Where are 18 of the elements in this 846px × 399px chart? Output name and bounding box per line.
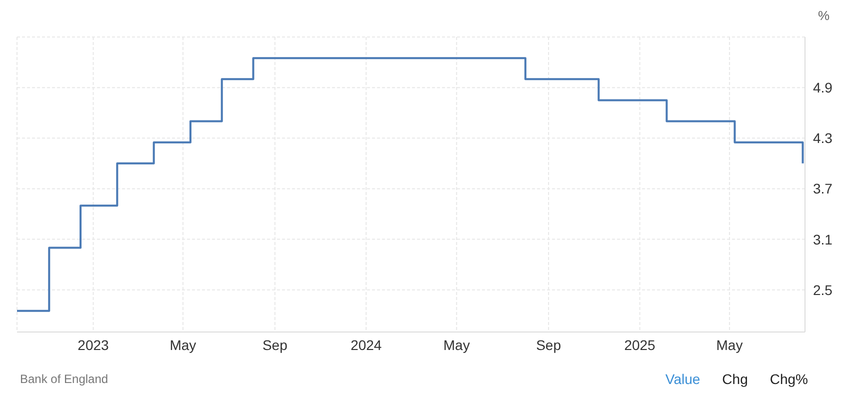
text: Bank of England: [20, 372, 108, 386]
x-tick-label: 2024: [350, 336, 382, 353]
text: Chg%: [770, 371, 808, 387]
x-tick-label: Sep: [262, 336, 288, 353]
x-tick-label: 2023: [78, 336, 110, 353]
y-tick-label: 3.7: [813, 180, 833, 197]
y-tick-label: 4.3: [813, 130, 833, 146]
y-tick-label: 4.9: [813, 80, 833, 96]
text: Chg: [722, 371, 748, 387]
y-tick-label: 3.1: [813, 231, 833, 248]
x-tick-label: May: [716, 336, 743, 353]
x-tick-label: May: [443, 336, 470, 353]
x-tick-label: 2025: [624, 336, 656, 353]
text: Value: [665, 371, 700, 387]
y-axis-title: %: [818, 8, 830, 23]
x-tick-label: Sep: [536, 336, 562, 353]
x-tick-label: May: [170, 336, 196, 353]
y-tick-label: 2.5: [813, 282, 833, 298]
